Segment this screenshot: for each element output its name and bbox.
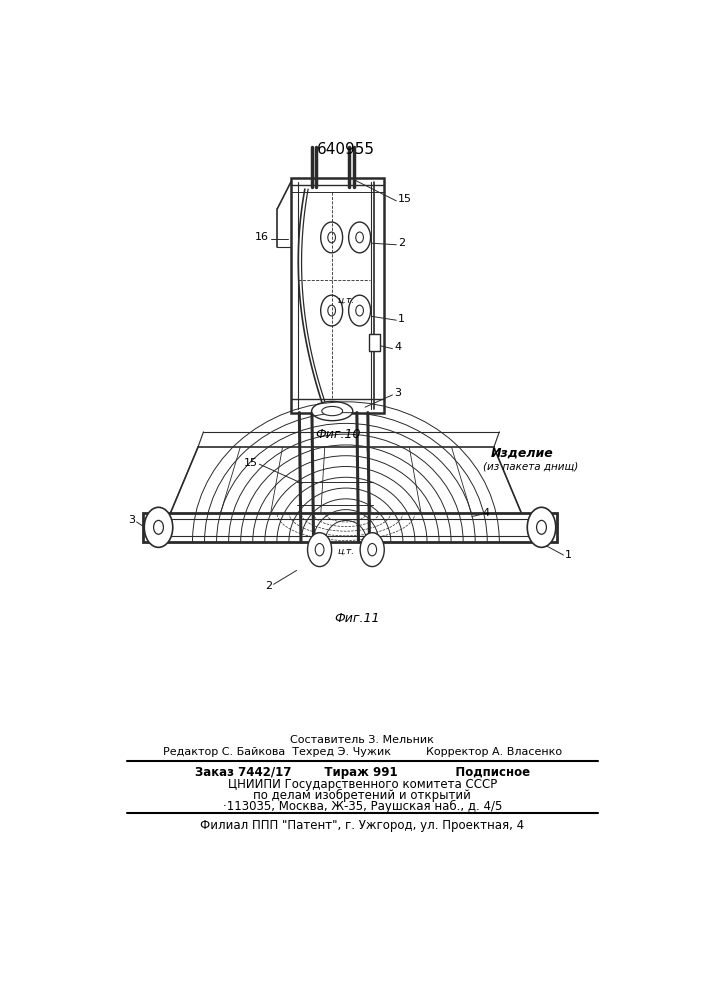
- Text: 1: 1: [398, 314, 405, 324]
- Text: Фиг.11: Фиг.11: [334, 612, 380, 625]
- Circle shape: [315, 544, 324, 556]
- Circle shape: [360, 533, 385, 567]
- Bar: [291, 178, 385, 413]
- Text: 1: 1: [565, 550, 572, 560]
- Ellipse shape: [322, 406, 343, 416]
- Bar: [144, 513, 557, 542]
- Ellipse shape: [312, 401, 353, 421]
- Circle shape: [368, 544, 377, 556]
- Bar: [369, 334, 380, 351]
- Text: Изделие: Изделие: [491, 447, 554, 460]
- Circle shape: [153, 520, 163, 534]
- Text: (из пакета днищ): (из пакета днищ): [483, 462, 578, 472]
- Text: ЦНИИПИ Государственного комитета СССР: ЦНИИПИ Государственного комитета СССР: [228, 778, 497, 791]
- Text: 15: 15: [398, 194, 412, 204]
- Circle shape: [144, 507, 173, 547]
- Text: Фиг.10: Фиг.10: [315, 428, 361, 441]
- Text: 4: 4: [394, 342, 402, 352]
- Text: 4: 4: [483, 508, 490, 518]
- Text: 3: 3: [394, 388, 401, 398]
- Text: ц.т.: ц.т.: [337, 296, 354, 305]
- Text: 16: 16: [255, 232, 269, 242]
- Text: Филиал ППП "Патент", г. Ужгород, ул. Проектная, 4: Филиал ППП "Патент", г. Ужгород, ул. Про…: [200, 819, 525, 832]
- Text: ц.т.: ц.т.: [337, 547, 354, 556]
- Text: Заказ 7442/17        Тираж 991              Подписное: Заказ 7442/17 Тираж 991 Подписное: [194, 766, 530, 779]
- Text: по делам изобретений и открытий: по делам изобретений и открытий: [253, 789, 472, 802]
- Circle shape: [537, 520, 547, 534]
- Text: 2: 2: [398, 238, 405, 248]
- Text: 2: 2: [265, 581, 272, 591]
- Text: ·113035, Москва, Ж-35, Раушская наб., д. 4/5: ·113035, Москва, Ж-35, Раушская наб., д.…: [223, 800, 502, 813]
- Circle shape: [308, 533, 332, 567]
- Text: 640955: 640955: [317, 142, 375, 157]
- Text: 3: 3: [128, 515, 135, 525]
- Circle shape: [527, 507, 556, 547]
- Text: Редактор С. Байкова  Техред Э. Чужик          Корректор А. Власенко: Редактор С. Байкова Техред Э. Чужик Корр…: [163, 747, 562, 757]
- Text: Составитель З. Мельник: Составитель З. Мельник: [291, 735, 434, 745]
- Text: 15: 15: [244, 458, 258, 468]
